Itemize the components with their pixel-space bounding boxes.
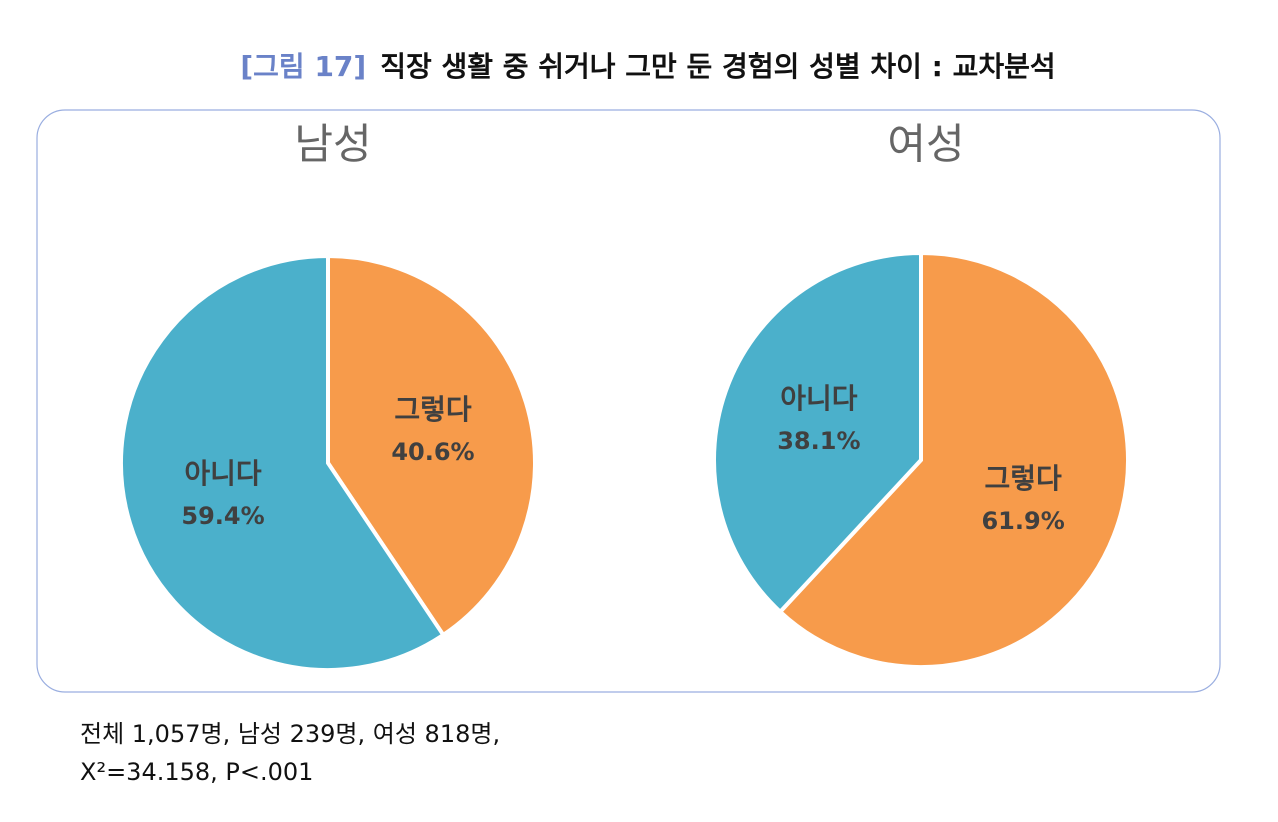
chart-frame [36, 109, 1221, 693]
slice-value: 38.1% [777, 427, 860, 455]
slice-category: 그렇다 [394, 393, 472, 426]
pie-title: 남성 [294, 120, 371, 169]
slice-category: 그렇다 [984, 462, 1062, 495]
pie-slice [119, 253, 447, 672]
figure-title: [그림 17] 직장 생활 중 쉬거나 그만 둔 경험의 성별 차이 : 교차분석 [240, 50, 1055, 83]
pie-slice [326, 253, 537, 638]
pie-slice [777, 250, 1130, 669]
pie-slice [712, 250, 923, 615]
figure-label: [그림 17] [240, 50, 366, 83]
note: 전체 1,057명, 남성 239명, 여성 818명, [80, 720, 500, 748]
slice-value: 59.4% [181, 502, 264, 530]
slice-value: 40.6% [391, 438, 474, 466]
slice-category: 아니다 [184, 457, 262, 490]
title: 직장 생활 중 쉬거나 그만 둔 경험의 성별 차이 : 교차분석 [380, 50, 1055, 83]
pie-title: 여성 [887, 120, 964, 169]
slice-category: 아니다 [780, 382, 858, 415]
note: X²=34.158, P<.001 [80, 758, 313, 786]
slice-value: 61.9% [981, 507, 1064, 535]
